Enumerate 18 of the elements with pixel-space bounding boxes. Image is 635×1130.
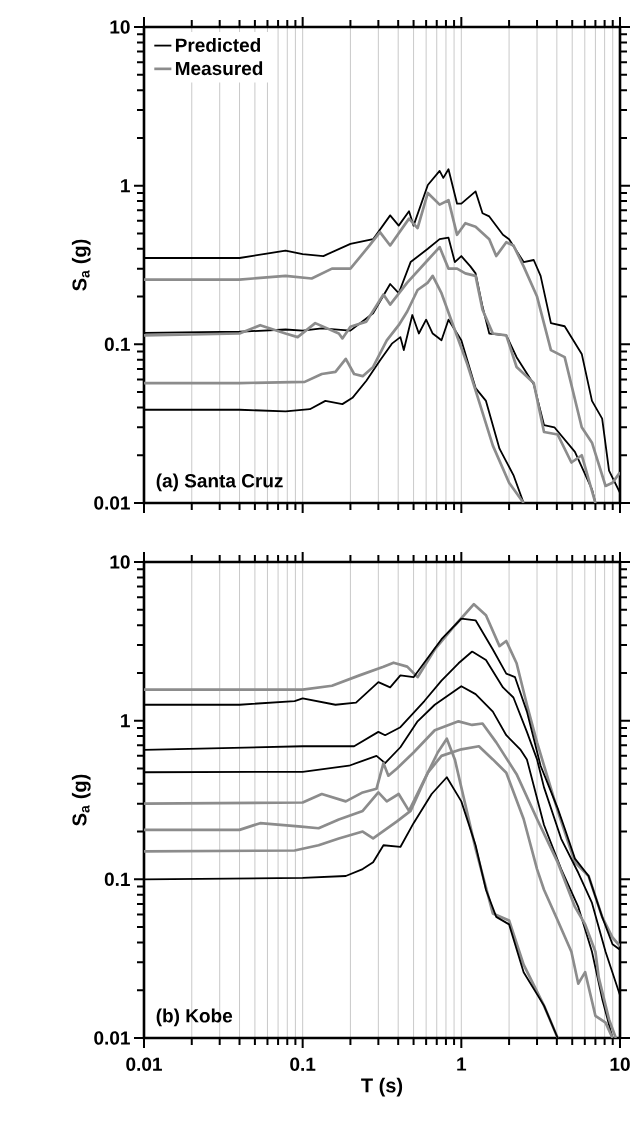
x-tick-label: 10: [610, 1057, 630, 1071]
legend-label: Measured: [175, 61, 263, 76]
y-tick-label: 0.1: [104, 337, 130, 352]
y-axis-title: S$_{a}$ (g): [71, 774, 91, 826]
x-axis-title: T (s): [361, 1077, 403, 1097]
y-tick-label: 10: [110, 555, 130, 569]
y-tick-label: 1: [121, 179, 130, 193]
legend-label: Predicted: [175, 37, 261, 52]
y-tick-label: 0.01: [94, 1031, 130, 1045]
annotation: (b) Kobe: [156, 1008, 233, 1027]
annotation: (a) Santa Cruz: [156, 473, 283, 492]
y-tick-label: 0.1: [104, 872, 130, 887]
x-tick-label: 1: [457, 1057, 467, 1071]
y-tick-label: 0.01: [94, 496, 130, 510]
x-tick-label: 0.1: [290, 1057, 316, 1071]
y-tick-label: 10: [110, 20, 130, 34]
y-axis-title: S$_{a}$ (g): [71, 239, 91, 291]
y-tick-label: 1: [121, 714, 130, 728]
